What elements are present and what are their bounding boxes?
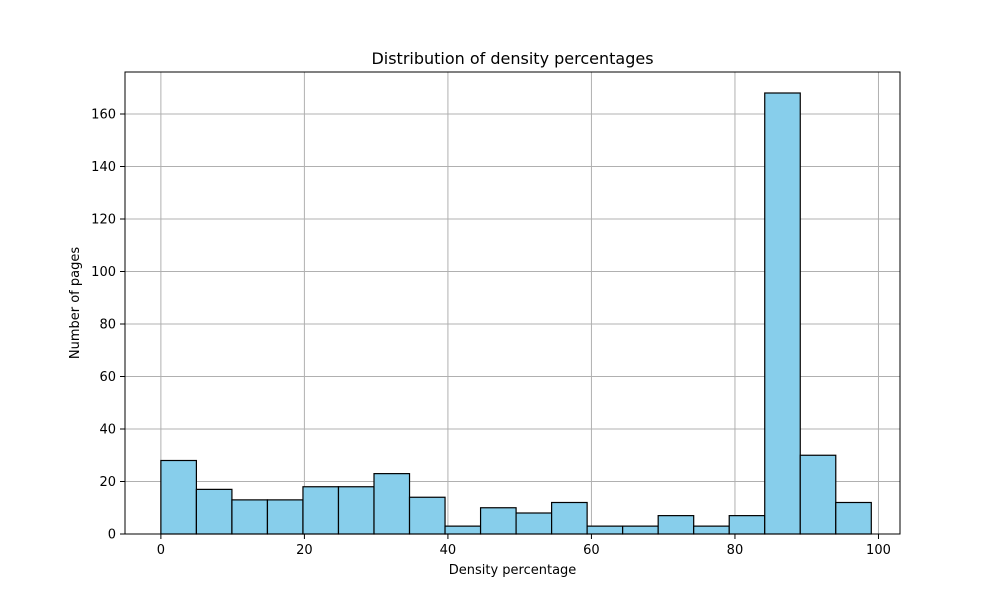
histogram-bar	[764, 92, 801, 535]
chart-title: Distribution of density percentages	[371, 49, 653, 68]
histogram-bar	[551, 501, 588, 535]
histogram-bar	[622, 525, 659, 535]
histogram-bar	[266, 499, 304, 535]
y-tick-label: 100	[91, 265, 116, 280]
y-axis-label: Number of pages	[68, 247, 83, 359]
y-tick-label: 120	[91, 213, 116, 228]
x-tick-label: 40	[440, 543, 457, 558]
y-tick-label: 60	[99, 370, 116, 385]
y-tick-label: 0	[108, 528, 116, 543]
y-tick-label: 160	[91, 108, 116, 123]
histogram-bar	[231, 499, 269, 535]
y-tick-label: 140	[91, 160, 116, 175]
histogram-bars	[160, 92, 872, 535]
histogram-bar	[479, 507, 517, 535]
histogram-bar	[693, 525, 730, 535]
histogram-bar	[515, 512, 553, 535]
histogram-bar	[160, 459, 198, 535]
histogram-bar	[337, 486, 375, 535]
x-tick-label: 100	[866, 543, 891, 558]
histogram-bar	[835, 501, 872, 535]
y-tick-label: 40	[99, 423, 116, 438]
x-axis-label: Density percentage	[449, 563, 577, 578]
axis-ticks: 0 20 40 60 80 100 0 20 40 60 80 100 120 140 160	[91, 108, 891, 559]
x-tick-label: 80	[727, 543, 744, 558]
histogram-bar	[373, 473, 411, 535]
x-tick-label: 20	[296, 543, 313, 558]
histogram-bar	[586, 525, 624, 535]
histogram-bar	[302, 486, 340, 535]
y-tick-label: 20	[99, 475, 116, 490]
histogram-bar	[408, 496, 446, 535]
y-tick-label: 80	[99, 318, 116, 333]
x-tick-label: 0	[157, 543, 165, 558]
histogram-bar	[195, 488, 233, 535]
plot-frame	[124, 71, 901, 535]
x-tick-label: 60	[583, 543, 600, 558]
histogram-bar	[444, 525, 482, 535]
histogram-bar	[657, 515, 695, 535]
histogram-bar	[799, 454, 837, 535]
histogram-bar	[728, 515, 766, 535]
